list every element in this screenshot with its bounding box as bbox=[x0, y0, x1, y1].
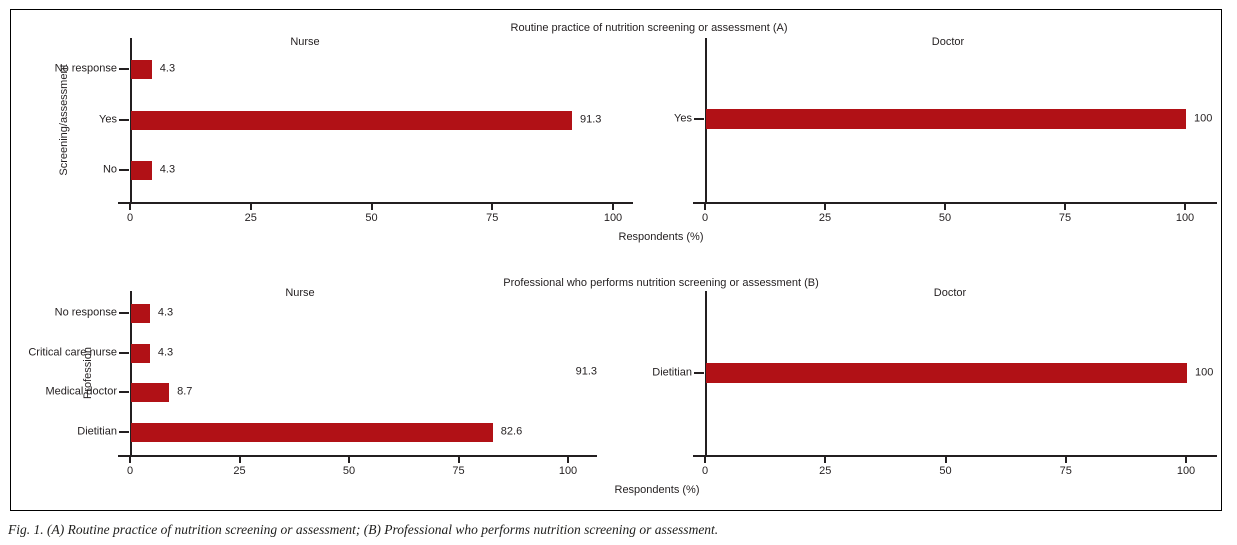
x-tick-label: 0 bbox=[701, 465, 709, 477]
bar-value-label: 4.3 bbox=[159, 62, 176, 75]
x-tick-mark bbox=[249, 204, 252, 210]
x-tick-mark bbox=[370, 204, 373, 210]
bar bbox=[131, 110, 572, 130]
bar-value-label: 4.3 bbox=[157, 306, 174, 319]
category-tick-mark bbox=[694, 118, 704, 120]
bar-value-label: 100 bbox=[1195, 366, 1214, 379]
section-a-title: Routine practice of nutrition screening … bbox=[510, 22, 788, 34]
x-tick-label: 100 bbox=[1175, 212, 1195, 224]
x-axis-line bbox=[118, 455, 597, 457]
x-tick-mark bbox=[567, 457, 569, 463]
x-tick-mark bbox=[238, 457, 241, 463]
category-label: No bbox=[102, 163, 117, 176]
x-axis-label-top: Respondents (%) bbox=[618, 231, 704, 243]
x-tick-mark bbox=[129, 457, 131, 463]
x-tick-mark bbox=[1064, 204, 1066, 210]
category-label: Medical doctor bbox=[45, 385, 117, 398]
category-tick-mark bbox=[119, 352, 129, 354]
x-tick-label: 0 bbox=[126, 465, 134, 477]
y-axis-label-screening-assessment: Screening/assessment bbox=[58, 64, 70, 176]
x-tick-label: 100 bbox=[558, 465, 578, 477]
x-tick-mark bbox=[704, 204, 706, 210]
bar-value-label: 8.7 bbox=[177, 385, 193, 398]
x-axis-line bbox=[693, 202, 1217, 204]
x-tick-label: 25 bbox=[819, 465, 832, 477]
category-label: Yes bbox=[674, 112, 692, 125]
x-tick-label: 75 bbox=[486, 212, 499, 224]
x-tick-mark bbox=[1185, 457, 1187, 463]
x-tick-label: 75 bbox=[1059, 465, 1072, 477]
x-tick-label: 75 bbox=[452, 465, 465, 477]
x-tick-mark bbox=[1064, 457, 1067, 463]
category-tick-mark bbox=[119, 431, 129, 433]
bar-value-label: 82.6 bbox=[500, 425, 523, 438]
x-tick-label: 0 bbox=[701, 212, 709, 224]
bar-value-label: 100 bbox=[1194, 112, 1213, 125]
x-tick-mark bbox=[612, 204, 614, 210]
x-axis-line bbox=[118, 202, 633, 204]
bar bbox=[706, 363, 1187, 383]
x-tick-mark bbox=[129, 204, 131, 210]
bar-value-label: 4.3 bbox=[159, 163, 176, 176]
bar bbox=[131, 343, 150, 363]
category-label: Dietitian bbox=[77, 425, 117, 438]
category-tick-mark bbox=[694, 372, 704, 374]
bar-value-label: 4.3 bbox=[157, 346, 174, 359]
category-label: Dietitian bbox=[652, 366, 692, 379]
panel-title: Doctor bbox=[933, 287, 967, 299]
x-tick-mark bbox=[348, 457, 350, 463]
x-axis-line bbox=[693, 455, 1217, 457]
x-axis-label-bottom: Respondents (%) bbox=[614, 484, 700, 496]
x-tick-label: 25 bbox=[233, 465, 246, 477]
x-tick-mark bbox=[944, 457, 947, 463]
bar bbox=[706, 109, 1186, 129]
figure-caption: Fig. 1. (A) Routine practice of nutritio… bbox=[8, 522, 719, 537]
section-b-title: Professional who performs nutrition scre… bbox=[503, 277, 819, 289]
panel-title: Nurse bbox=[285, 287, 315, 299]
panel-title: Doctor bbox=[931, 36, 965, 48]
x-tick-mark bbox=[1184, 204, 1186, 210]
category-label: Yes bbox=[99, 113, 117, 126]
category-label: No response bbox=[54, 62, 117, 75]
bar bbox=[131, 382, 170, 402]
bar bbox=[131, 160, 152, 180]
x-tick-label: 50 bbox=[939, 465, 952, 477]
category-tick-mark bbox=[119, 169, 129, 171]
y-axis-label-profession: Profession bbox=[82, 347, 94, 399]
category-tick-mark bbox=[119, 68, 129, 70]
x-tick-label: 25 bbox=[818, 212, 832, 224]
x-tick-mark bbox=[704, 457, 706, 463]
x-tick-label: 75 bbox=[1058, 212, 1072, 224]
x-tick-label: 50 bbox=[342, 465, 356, 477]
x-tick-label: 50 bbox=[938, 212, 952, 224]
category-tick-mark bbox=[119, 312, 129, 314]
bar bbox=[131, 303, 150, 323]
x-tick-mark bbox=[944, 204, 946, 210]
bar bbox=[131, 59, 152, 79]
x-tick-label: 25 bbox=[244, 212, 257, 224]
bar-value-label: 91.3 bbox=[579, 113, 602, 126]
stray-value-label: 91.3 bbox=[575, 365, 597, 378]
bar bbox=[131, 422, 493, 442]
x-tick-label: 0 bbox=[126, 212, 134, 224]
y-axis-line bbox=[130, 291, 132, 455]
x-tick-label: 100 bbox=[603, 212, 623, 224]
x-tick-mark bbox=[824, 204, 826, 210]
panel-title: Nurse bbox=[290, 36, 320, 48]
x-tick-mark bbox=[491, 204, 494, 210]
category-tick-mark bbox=[119, 391, 129, 393]
category-label: No response bbox=[54, 306, 117, 319]
category-label: Critical care nurse bbox=[28, 346, 117, 359]
x-tick-label: 50 bbox=[365, 212, 378, 224]
x-tick-label: 100 bbox=[1176, 465, 1196, 477]
category-tick-mark bbox=[119, 119, 129, 121]
x-tick-mark bbox=[824, 457, 827, 463]
x-tick-mark bbox=[457, 457, 460, 463]
